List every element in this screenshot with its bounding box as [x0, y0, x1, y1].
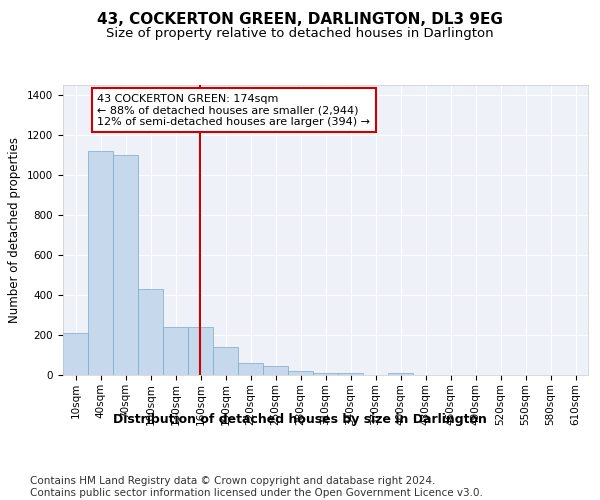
Bar [213, 347, 238, 375]
Bar [263, 366, 288, 375]
Bar [63, 333, 88, 375]
Text: Distribution of detached houses by size in Darlington: Distribution of detached houses by size … [113, 412, 487, 426]
Bar [313, 373, 338, 375]
Text: Size of property relative to detached houses in Darlington: Size of property relative to detached ho… [106, 28, 494, 40]
Bar [88, 151, 113, 375]
Bar [388, 373, 413, 375]
Y-axis label: Number of detached properties: Number of detached properties [8, 137, 22, 323]
Text: 43 COCKERTON GREEN: 174sqm
← 88% of detached houses are smaller (2,944)
12% of s: 43 COCKERTON GREEN: 174sqm ← 88% of deta… [97, 94, 370, 127]
Bar [188, 327, 213, 375]
Bar [113, 155, 138, 375]
Bar [338, 373, 363, 375]
Bar [288, 371, 313, 375]
Bar [238, 363, 263, 375]
Text: Contains HM Land Registry data © Crown copyright and database right 2024.
Contai: Contains HM Land Registry data © Crown c… [30, 476, 483, 498]
Bar [163, 327, 188, 375]
Text: 43, COCKERTON GREEN, DARLINGTON, DL3 9EG: 43, COCKERTON GREEN, DARLINGTON, DL3 9EG [97, 12, 503, 28]
Bar [138, 289, 163, 375]
